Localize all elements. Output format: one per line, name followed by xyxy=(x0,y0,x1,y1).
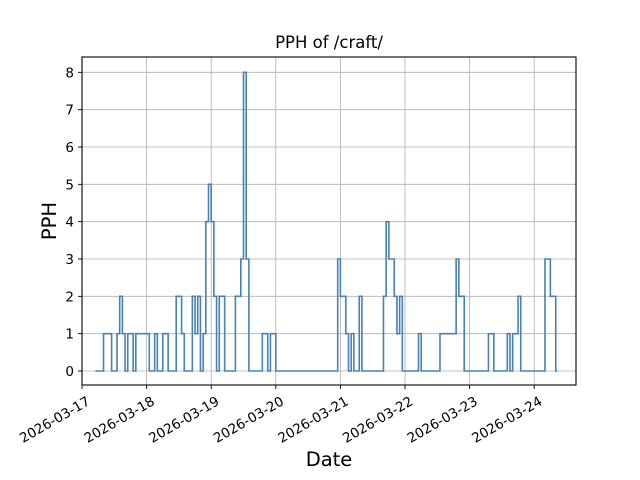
y-tick-label: 2 xyxy=(65,289,74,305)
x-tick-label: 2026-03-18 xyxy=(82,394,158,447)
x-tick-label: 2026-03-24 xyxy=(469,394,545,447)
axes-layer xyxy=(78,56,577,389)
pph-line-series xyxy=(95,71,558,372)
y-tick-label: 0 xyxy=(65,364,74,380)
x-tick-label: 2026-03-17 xyxy=(17,394,93,447)
x-tick-label: 2026-03-20 xyxy=(211,394,287,447)
x-tick-label: 2026-03-19 xyxy=(146,394,222,447)
tick-label-layer: 2026-03-172026-03-182026-03-192026-03-20… xyxy=(17,65,545,446)
y-tick-label: 4 xyxy=(65,215,74,231)
x-axis-label: Date xyxy=(306,448,353,471)
grid-layer xyxy=(81,57,576,385)
plot-box xyxy=(81,56,577,386)
y-tick-label: 8 xyxy=(65,65,74,81)
x-tick-label: 2026-03-23 xyxy=(405,394,481,447)
y-tick-label: 7 xyxy=(65,103,74,119)
x-tick-label: 2026-03-22 xyxy=(340,394,416,447)
y-tick-label: 5 xyxy=(65,177,74,193)
y-tick-label: 1 xyxy=(65,327,74,343)
y-axis-label: PPH xyxy=(38,202,61,240)
y-tick-label: 6 xyxy=(65,140,74,156)
y-tick-label: 3 xyxy=(65,252,74,268)
series-layer xyxy=(95,71,558,372)
x-tick-label: 2026-03-21 xyxy=(275,394,351,447)
chart-title: PPH of /craft/ xyxy=(275,33,383,52)
